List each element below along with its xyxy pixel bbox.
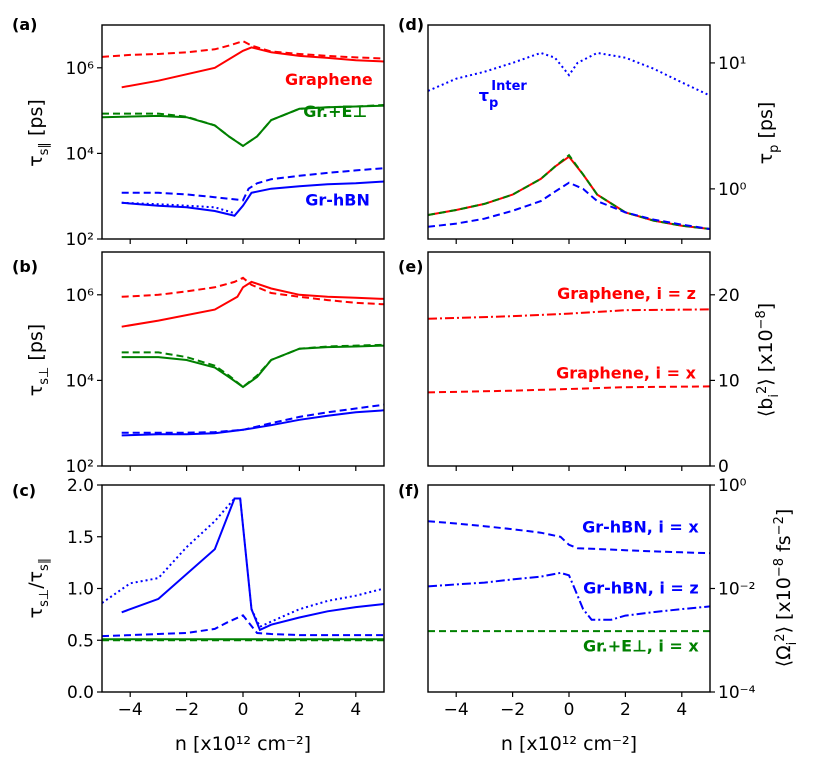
panel-c-ytick-label-2: 1.0 (67, 580, 94, 600)
panel-e-series-1-line (428, 385, 710, 394)
panel-label-d: (d) (398, 15, 424, 34)
panel-f-plot: Gr-hBN, i = x Gr-hBN, i = z Gr.+E⊥, i = x −… (428, 476, 756, 720)
panel-c-frame (101, 484, 385, 693)
panel-d-series-0-line (428, 51, 710, 97)
panel-c-ylabel: τs⊥/τs∥ (25, 558, 52, 619)
panel-b-frame (101, 251, 385, 467)
panel-d-ytick-label-0: 10⁰ (718, 180, 747, 200)
panel-b: (b) τs⊥ [ps] 10² 10⁴ 10⁶ (12, 251, 385, 477)
panel-b-ytick-label-1: 10⁴ (66, 371, 95, 391)
panel-d-series-1-line (428, 155, 710, 230)
panel-c-xtick-label-1: −2 (174, 700, 199, 720)
panel-b-series-5-line (121, 403, 384, 434)
panel-f-ytick-label-2: 10⁰ (718, 476, 747, 496)
panel-e-plot: Graphene, i = z Graphene, i = x 0 10 20 (428, 284, 740, 477)
panel-e-ytick-label-1: 10 (718, 371, 740, 391)
panel-f-annotation-1: Gr-hBN, i = z (583, 579, 699, 598)
panel-c: (c) τs⊥/τs∥ −4 −2 0 2 4 0.0 0.5 1.0 1.5 2.0 (12, 476, 385, 720)
panel-c-series-1-line (102, 497, 384, 629)
panel-d-annotation-0: τpInter (479, 79, 528, 111)
panel-f-annotation-0: Gr-hBN, i = x (582, 518, 699, 537)
panel-c-xtick-label-0: −4 (118, 700, 143, 720)
panel-a-series-0-line (121, 46, 384, 89)
panel-e-frame (427, 251, 711, 467)
panel-a-series-3-line (102, 104, 384, 148)
panel-a: (a) τs∥ [ps] Graphene Gr.+E⊥ Gr-hBN 10² 10⁴ 1… (12, 15, 385, 250)
panel-f-series-1-line (428, 571, 710, 621)
panel-b-series-1-line (121, 276, 384, 306)
panel-c-ytick-label-3: 1.5 (67, 528, 94, 548)
panel-label-c: (c) (12, 481, 36, 500)
panel-c-xtick-label-4: 4 (350, 700, 361, 720)
panel-e-ytick-label-2: 20 (718, 286, 740, 306)
panel-b-ytick-label-0: 10² (66, 457, 94, 477)
panel-a-annotation-1: Gr.+E⊥ (303, 102, 367, 121)
panel-c-plot: −4 −2 0 2 4 0.0 0.5 1.0 1.5 2.0 (67, 476, 384, 720)
panel-c-series-2-line (102, 614, 384, 638)
panel-e-series-0-line (428, 308, 710, 320)
panel-d-frame (427, 24, 711, 240)
panel-label-f: (f) (398, 481, 420, 500)
panel-f-xtick-label-3: 2 (620, 700, 631, 720)
panel-label-a: (a) (12, 15, 37, 34)
panel-c-ytick-label-0: 0.0 (67, 683, 94, 703)
panel-a-ytick-label-2: 10⁶ (66, 59, 95, 79)
panel-a-series-6-line (121, 201, 235, 215)
panel-d-ytick-label-1: 10¹ (718, 54, 746, 74)
panel-f-xtick-label-1: −2 (500, 700, 525, 720)
panel-a-series-4-line (121, 180, 384, 217)
panel-d-series-2-line (428, 153, 710, 230)
panel-e-ylabel: ⟨bi2⟩ [x10−8] (754, 303, 782, 417)
panel-a-series-1-line (102, 40, 384, 60)
panel-b-series-4-line (121, 409, 384, 437)
panel-f-xtick-label-0: −4 (444, 700, 469, 720)
panel-c-ytick-label-4: 2.0 (67, 476, 94, 496)
panel-c-ytick-label-1: 0.5 (67, 631, 94, 651)
panel-f-xtick-label-2: 0 (564, 700, 575, 720)
panel-b-series-0-line (121, 280, 384, 328)
panel-a-annotation-0: Graphene (285, 70, 373, 89)
panel-f: (f) ⟨Ωi2⟩ [x10−8 fs−2] Gr-hBN, i = xGr-h… (398, 476, 800, 720)
panel-a-series-5-line (121, 167, 384, 202)
panel-f-series-0-line (428, 520, 710, 555)
panel-f-ylabel: ⟨Ωi2⟩ [x10−8 fs−2] (772, 509, 800, 668)
panel-b-plot: 10² 10⁴ 10⁶ (66, 276, 384, 477)
panel-a-annotation-2: Gr-hBN (305, 191, 370, 210)
panel-e-annotation-1: Graphene, i = x (556, 364, 696, 383)
panel-e-ytick-label-0: 0 (718, 457, 729, 477)
panel-f-ytick-label-0: 10⁻⁴ (718, 683, 756, 703)
panel-c-xtick-label-3: 2 (294, 700, 305, 720)
panel-d-series-3-line (428, 181, 710, 230)
panel-e-annotation-0: Graphene, i = z (557, 284, 696, 303)
x-axis-label-right: n [x10¹² cm⁻²] (501, 733, 637, 755)
panel-b-series-2-line (121, 344, 384, 389)
panel-d: (d) τp [ps] τpInter 10⁰ 10¹ (398, 15, 782, 244)
panel-a-ylabel: τs∥ [ps] (25, 99, 52, 167)
panel-e: (e) ⟨bi2⟩ [x10−8] Graphene, i = zGraphen… (398, 251, 782, 477)
panel-b-ytick-label-2: 10⁶ (66, 286, 95, 306)
panel-f-xtick-label-4: 4 (676, 700, 687, 720)
panel-d-plot: τpInter 10⁰ 10¹ (428, 51, 747, 244)
panel-f-annotation-2: Gr.+E⊥, i = x (583, 637, 699, 656)
panel-a-frame (101, 24, 385, 240)
panel-b-series-3-line (121, 343, 384, 389)
panel-f-frame (427, 484, 711, 693)
panel-b-ylabel: τs⊥ [ps] (25, 324, 52, 396)
panel-a-plot: Graphene Gr.+E⊥ Gr-hBN 10² 10⁴ 10⁶ (66, 40, 384, 250)
panel-label-b: (b) (12, 257, 38, 276)
panel-a-ytick-label-0: 10² (66, 230, 94, 250)
x-axis-label-left: n [x10¹² cm⁻²] (175, 733, 311, 755)
panel-a-ytick-label-1: 10⁴ (66, 144, 95, 164)
panel-f-ytick-label-1: 10⁻² (718, 580, 755, 600)
panel-d-ylabel: τp [ps] (755, 102, 782, 165)
panel-label-e: (e) (398, 257, 423, 276)
panel-c-xtick-label-2: 0 (238, 700, 249, 720)
